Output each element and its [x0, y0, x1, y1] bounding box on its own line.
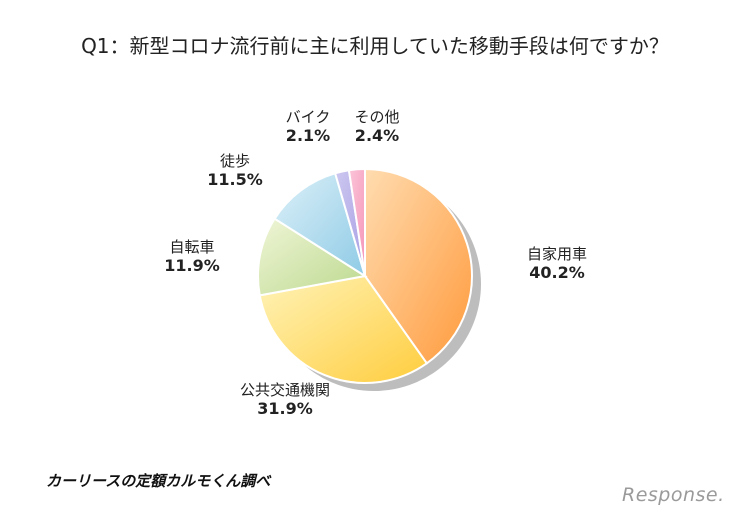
slice-label-private-car: 自家用車 40.2% — [527, 245, 587, 282]
slice-percent-walking: 11.5% — [207, 170, 263, 189]
slice-percent-motorbike: 2.1% — [285, 126, 331, 145]
slice-name-motorbike: バイク — [285, 108, 331, 126]
source-note: カーリースの定額カルモくん調べ — [46, 472, 271, 490]
pie-slice-bicycle — [257, 217, 368, 297]
response-logo: Response. — [622, 484, 725, 506]
slice-name-public-transport: 公共交通機関 — [239, 381, 331, 399]
pie-slice-other — [347, 167, 366, 277]
pie-slice-private-car — [364, 167, 473, 365]
slice-label-bicycle: 自転車 11.9% — [164, 238, 220, 275]
slice-label-public-transport: 公共交通機関 31.9% — [240, 381, 330, 418]
slice-label-walking: 徒歩 11.5% — [207, 152, 263, 189]
slice-name-other: その他 — [354, 108, 400, 126]
pie-slice-public-transport — [258, 274, 429, 384]
slice-name-walking: 徒歩 — [219, 152, 251, 170]
slice-percent-bicycle: 11.9% — [164, 256, 220, 275]
slice-label-motorbike: バイク 2.1% — [286, 108, 331, 145]
slice-percent-private-car: 40.2% — [529, 263, 585, 282]
slice-percent-public-transport: 31.9% — [257, 399, 313, 418]
slice-label-other: その他 2.4% — [354, 108, 399, 145]
slice-name-bicycle: 自転車 — [169, 238, 215, 256]
chart-title: Q1：新型コロナ流行前に主に利用していた移動手段は何ですか？ — [81, 34, 669, 58]
slice-name-private-car: 自家用車 — [526, 245, 588, 263]
slice-percent-other: 2.4% — [354, 126, 400, 145]
